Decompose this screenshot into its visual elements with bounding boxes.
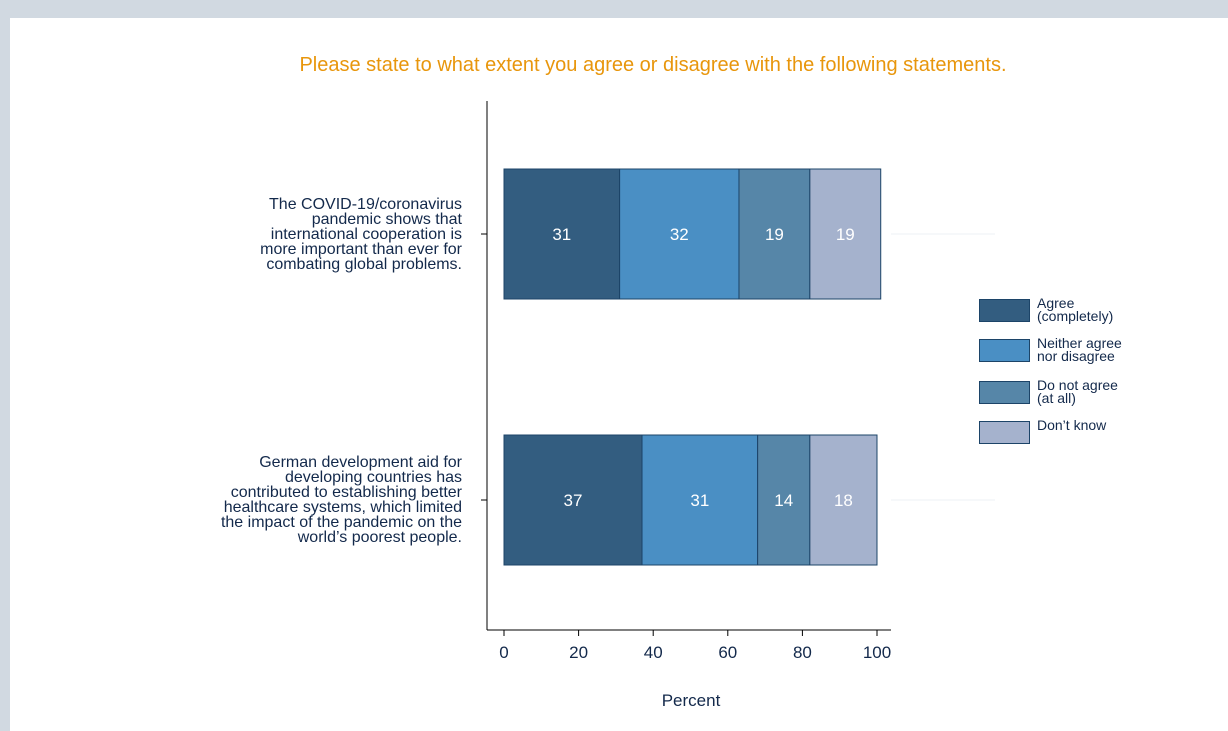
x-tick-label: 0	[499, 643, 508, 662]
bar-segment	[809, 434, 878, 566]
legend-swatch	[979, 299, 1030, 322]
legend-label: Neither agree nor disagree	[1037, 335, 1122, 364]
bar-value-label: 32	[670, 225, 689, 244]
bar-segment	[738, 168, 811, 300]
category-label: The COVID-19/coronavirus pandemic shows t…	[260, 195, 462, 273]
chart-panel: Please state to what extent you agree or…	[10, 18, 1228, 731]
legend-label: Agree (completely)	[1037, 295, 1114, 324]
x-tick-label: 20	[569, 643, 588, 662]
legend-swatch	[979, 339, 1030, 362]
x-axis: 0 20 40 60 80 100	[481, 101, 891, 662]
x-tick-label: 40	[644, 643, 663, 662]
bar-segment	[503, 168, 621, 300]
bar-value-label: 31	[552, 225, 571, 244]
bar-segment	[619, 168, 740, 300]
x-axis-label: Percent	[662, 691, 721, 710]
legend-swatch	[979, 421, 1030, 444]
legend-swatch	[979, 381, 1030, 404]
bar-value-label: 18	[834, 491, 853, 510]
bar-value-label: 37	[564, 491, 583, 510]
bar-value-label: 31	[690, 491, 709, 510]
bar-value-label: 14	[774, 491, 793, 510]
x-tick-label: 60	[718, 643, 737, 662]
legend-label: Do not agree (at all)	[1037, 377, 1118, 406]
chart-canvas: Please state to what extent you agree or…	[299, 54, 1006, 710]
bars-layer: 31 32 19 19 37 31 14 18	[503, 168, 995, 566]
x-tick-label: 80	[793, 643, 812, 662]
bar-value-label: 19	[836, 225, 855, 244]
chart-title: Please state to what extent you agree or…	[299, 54, 1006, 76]
bar-value-label: 19	[765, 225, 784, 244]
bar-segment	[641, 434, 759, 566]
legend-label: Don’t know	[1037, 417, 1107, 433]
category-label: German development aid for developing cou…	[220, 454, 462, 546]
bar-segment	[809, 168, 882, 300]
x-tick-label: 100	[863, 643, 891, 662]
bar-segment	[757, 434, 811, 566]
